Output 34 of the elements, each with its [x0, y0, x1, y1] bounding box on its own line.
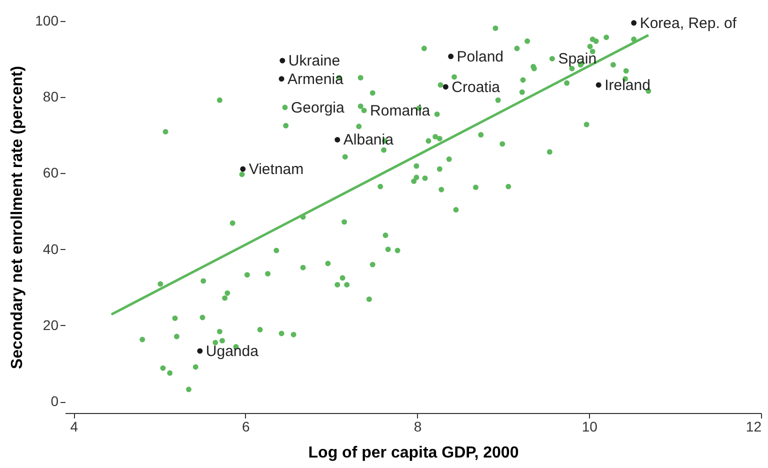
annotation: Ukraine	[288, 52, 340, 70]
annotation: Albania	[343, 132, 394, 149]
annotation: Korea, Rep. of	[640, 14, 738, 32]
point	[278, 76, 284, 82]
annotation: Spain	[558, 50, 597, 68]
x-tick-label: 4	[70, 418, 78, 434]
x-tick-label: 6	[242, 418, 250, 434]
point	[240, 166, 246, 172]
annotation: Poland	[456, 48, 504, 66]
point	[280, 58, 286, 64]
x-tick-label: 10	[582, 418, 598, 434]
y-tick-label: 40	[42, 240, 59, 257]
annotation: Vietnam	[248, 161, 304, 178]
y-tick-label: 60	[42, 164, 59, 181]
annotation: Armenia	[288, 70, 344, 88]
annotation: Croatia	[452, 78, 501, 96]
y-axis-title: Secondary net enrollment rate (percent)	[9, 66, 26, 370]
x-tick-label: 12	[746, 418, 762, 434]
y-tick-label: 100	[35, 12, 59, 28]
annotation: Georgia	[290, 99, 345, 116]
point	[334, 137, 340, 142]
point	[442, 84, 448, 90]
point	[631, 20, 637, 26]
y-tick-label: 0	[50, 393, 59, 410]
annotation: Ireland	[604, 76, 650, 94]
annotation: Uganda	[206, 342, 260, 360]
point	[448, 54, 454, 60]
point	[197, 348, 203, 354]
y-tick-label: 80	[42, 88, 59, 105]
x-tick-label: 8	[414, 418, 422, 434]
x-axis-title: Log of per capita GDP, 2000	[308, 444, 519, 462]
point	[596, 82, 602, 88]
y-tick-label: 20	[42, 316, 59, 333]
annotation: Romania	[370, 102, 431, 120]
